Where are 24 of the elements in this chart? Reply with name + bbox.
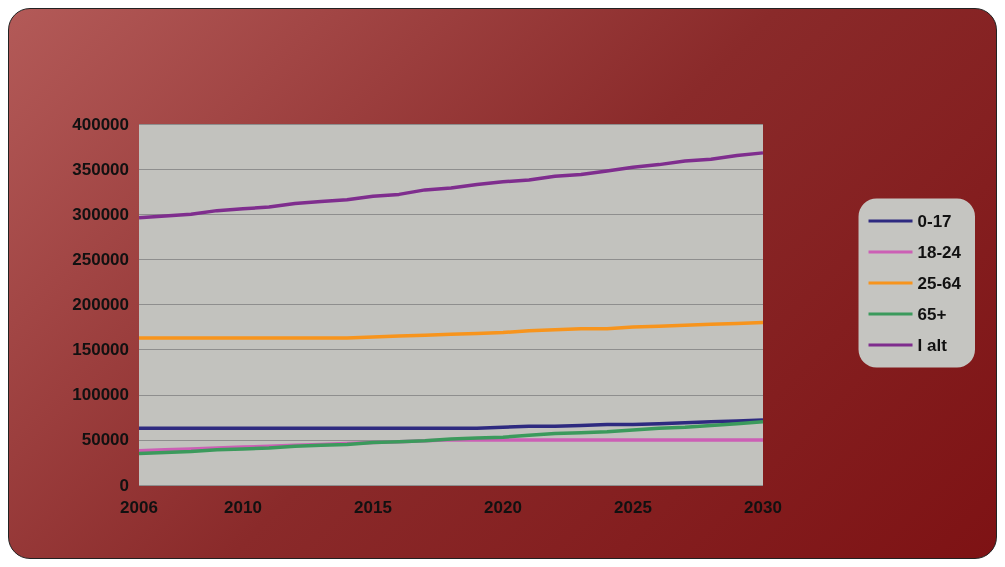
x-tick-label: 2030 — [744, 498, 782, 517]
x-tick-label: 2020 — [484, 498, 522, 517]
x-tick-label: 2025 — [614, 498, 652, 517]
y-tick-label: 400000 — [72, 114, 129, 134]
line-series — [137, 320, 765, 340]
y-tick-label: 50000 — [81, 430, 129, 450]
legend-label: I alt — [917, 335, 948, 355]
legend-label: 18-24 — [917, 242, 962, 262]
y-tick-label: 350000 — [72, 159, 129, 179]
line-series — [137, 151, 765, 220]
x-tick-label: 2015 — [354, 498, 392, 517]
x-tick-label: 2010 — [224, 498, 262, 517]
x-tick-label: 2006 — [120, 498, 158, 517]
legend-label: 0-17 — [917, 211, 952, 231]
y-tick-label: 0 — [119, 475, 129, 495]
legend-label: 25-64 — [917, 273, 962, 293]
line-series — [137, 418, 765, 430]
y-tick-label: 200000 — [72, 295, 129, 314]
y-tick-label: 150000 — [72, 340, 129, 360]
y-tick-label: 100000 — [72, 385, 129, 405]
y-tick-label: 250000 — [72, 249, 129, 269]
line-series — [137, 420, 765, 456]
legend-label: 65+ — [917, 304, 947, 324]
y-tick-label: 300000 — [72, 204, 129, 224]
